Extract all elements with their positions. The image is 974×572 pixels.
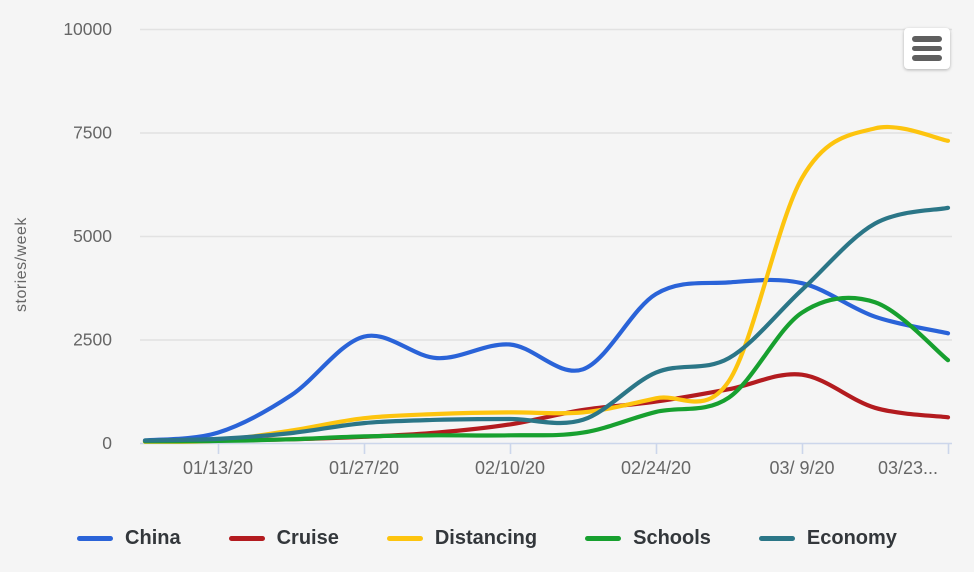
legend-swatch-economy	[758, 535, 795, 541]
x-tick-label: 02/24/20	[621, 458, 691, 478]
legend-label-cruise: Cruise	[276, 526, 339, 549]
chart-canvas: 0 2500 5000 7500 10000 01/13/20 01/27/20 02/10…	[63, 19, 952, 478]
series-line-cruise	[142, 372, 951, 444]
y-tick-label-7500: 7500	[73, 123, 112, 143]
x-tick-label: 02/10/20	[475, 458, 545, 478]
x-tick-label: 01/13/20	[183, 458, 253, 478]
y-tick-label-2500: 2500	[73, 330, 112, 350]
legend-item-economy[interactable]: Economy	[758, 526, 897, 550]
gridlines	[140, 28, 952, 341]
y-axis-tick-labels: 0 2500 5000 7500 10000	[63, 19, 112, 453]
legend: China Cruise Distancing Schools Economy	[0, 517, 974, 559]
x-tick-label: 03/ 9/20	[769, 458, 834, 478]
legend-swatch-cruise	[228, 535, 265, 541]
legend-item-schools[interactable]: Schools	[585, 527, 711, 550]
chart-context-menu-button[interactable]	[904, 28, 950, 69]
series-line-distancing	[142, 125, 951, 444]
legend-swatch-china	[77, 535, 114, 541]
legend-label-china: China	[125, 526, 181, 549]
legend-swatch-distancing	[386, 535, 423, 541]
y-axis-title: stories/week	[13, 217, 30, 313]
x-tick-label: 03/23...	[878, 458, 938, 478]
menu-bar-middle	[912, 45, 942, 52]
axes	[140, 442, 952, 454]
series-lines	[142, 125, 951, 444]
menu-bar-bottom	[912, 55, 942, 61]
legend-label-economy: Economy	[806, 526, 897, 549]
legend-item-distancing[interactable]: Distancing	[386, 526, 538, 550]
legend-item-cruise[interactable]: Cruise	[228, 526, 339, 550]
y-tick-label-10000: 10000	[63, 19, 112, 39]
legend-label-schools: Schools	[633, 526, 711, 549]
series-line-economy	[142, 205, 951, 443]
x-axis-tick-labels: 01/13/20 01/27/20 02/10/20 02/24/20 03/ 9/20…	[183, 458, 938, 478]
legend-label-distancing: Distancing	[434, 526, 538, 549]
menu-bar-top	[912, 36, 942, 42]
legend-swatch-schools	[585, 535, 622, 541]
x-tick-label: 01/27/20	[329, 458, 399, 478]
y-tick-label-0: 0	[102, 433, 112, 453]
series-line-schools	[142, 295, 951, 444]
legend-item-china[interactable]: China	[77, 527, 181, 550]
y-tick-label-5000: 5000	[73, 226, 112, 246]
